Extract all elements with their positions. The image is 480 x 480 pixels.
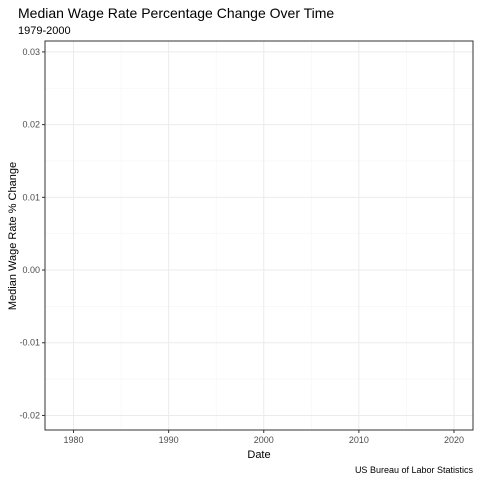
y-tick-label: 0.01 [22, 192, 40, 202]
x-tick-label: 1990 [159, 435, 179, 445]
y-axis-ticks: -0.02 -0.01 0.00 0.01 0.02 0.03 [19, 47, 45, 420]
x-tick-label: 2000 [254, 435, 274, 445]
y-axis-title: Median Wage Rate % Change [7, 162, 19, 310]
y-tick-label: 0.03 [22, 47, 40, 57]
x-tick-label: 1980 [64, 435, 84, 445]
y-tick-label: -0.02 [19, 410, 40, 420]
x-axis-ticks: 1980 1990 2000 2010 2020 [64, 430, 464, 445]
y-tick-label: 0.02 [22, 120, 40, 130]
x-axis-title: Date [247, 449, 270, 461]
grid-minor-lines [45, 41, 473, 430]
x-tick-label: 2020 [444, 435, 464, 445]
panel-border [44, 40, 474, 431]
y-tick-label: 0.00 [22, 265, 40, 275]
x-tick-label: 2010 [349, 435, 369, 445]
y-tick-label: -0.01 [19, 338, 40, 348]
grid-major-lines [45, 41, 473, 430]
chart-caption: US Bureau of Labor Statistics [355, 465, 474, 475]
chart-title: Median Wage Rate Percentage Change Over … [18, 5, 334, 21]
chart-subtitle: 1979-2000 [18, 25, 71, 37]
